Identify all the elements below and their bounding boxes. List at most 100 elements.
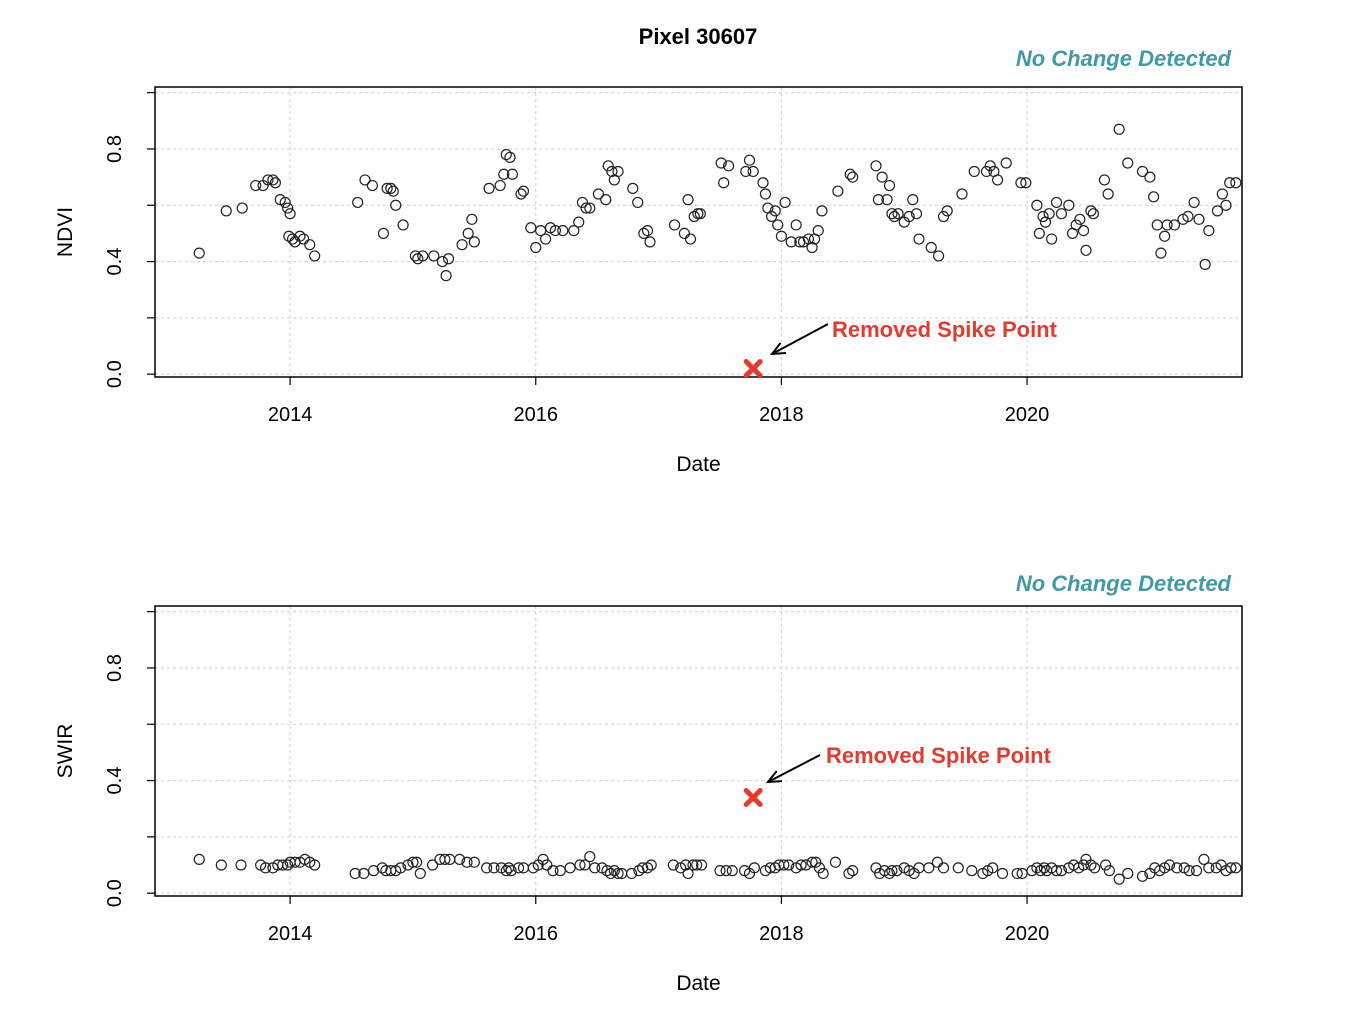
- data-point: [645, 859, 657, 871]
- data-point: [968, 165, 980, 178]
- data-point: [385, 182, 397, 194]
- x-tick-label: 2016: [514, 923, 559, 945]
- data-point: [726, 865, 738, 877]
- data-point: [568, 224, 580, 237]
- data-point: [1050, 865, 1063, 877]
- data-point: [1055, 865, 1068, 877]
- data-point: [309, 859, 321, 871]
- data-point: [775, 230, 788, 242]
- data-point: [1087, 208, 1099, 220]
- x-tick-label: 2020: [1005, 404, 1050, 426]
- data-point: [525, 222, 537, 234]
- x-tick-label: 2020: [1005, 923, 1050, 945]
- data-point: [390, 199, 402, 211]
- data-point: [466, 213, 478, 225]
- data-point: [541, 859, 553, 871]
- data-point: [462, 227, 474, 240]
- data-point: [1031, 199, 1043, 211]
- data-point: [294, 230, 306, 242]
- data-point: [687, 859, 699, 871]
- data-point: [1015, 177, 1027, 189]
- data-point: [377, 227, 390, 240]
- data-point: [573, 216, 585, 228]
- data-point: [236, 202, 248, 214]
- data-point: [1216, 188, 1228, 200]
- x-tick-label: 2016: [514, 404, 559, 426]
- data-point: [1074, 213, 1086, 225]
- data-point: [612, 867, 624, 880]
- data-point: [747, 165, 759, 178]
- data-point: [1182, 210, 1194, 223]
- data-point: [1163, 859, 1176, 871]
- data-point: [1171, 862, 1183, 874]
- data-point: [933, 250, 945, 262]
- data-point: [539, 233, 552, 245]
- data-point: [456, 239, 468, 251]
- data-point: [547, 865, 559, 877]
- spike-annotation-label: Removed Spike Point: [826, 743, 1052, 768]
- data-point: [883, 867, 896, 880]
- data-point: [468, 236, 480, 248]
- change-status-label: No Change Detected: [1016, 46, 1232, 71]
- data-point: [913, 233, 925, 245]
- data-point: [625, 867, 638, 880]
- data-point: [668, 219, 681, 231]
- data-point: [235, 859, 247, 871]
- data-point: [1151, 219, 1163, 231]
- data-point: [1077, 224, 1090, 237]
- data-point: [387, 185, 399, 197]
- data-point: [1155, 247, 1167, 259]
- data-point: [606, 165, 618, 178]
- data-point: [584, 202, 596, 214]
- data-point: [1203, 862, 1215, 874]
- data-point: [892, 208, 904, 220]
- data-point: [1089, 862, 1101, 874]
- data-point: [888, 210, 901, 223]
- data-point: [500, 865, 512, 877]
- y-tick-label: 0.4: [104, 248, 126, 276]
- data-point: [678, 227, 690, 240]
- data-point: [517, 185, 530, 197]
- data-point: [638, 227, 650, 240]
- y-tick-label: 0.4: [104, 767, 126, 795]
- data-point: [436, 255, 449, 268]
- data-point: [903, 210, 915, 223]
- data-point: [783, 859, 795, 871]
- data-point: [632, 196, 644, 209]
- y-axis-label: SWIR: [54, 724, 77, 779]
- data-point: [503, 862, 515, 874]
- spike-stroke: [743, 787, 763, 807]
- data-point: [991, 174, 1004, 186]
- data-point: [883, 179, 896, 192]
- data-point: [417, 250, 429, 262]
- data-point: [193, 853, 205, 865]
- data-point: [1103, 865, 1115, 877]
- data-point: [1037, 210, 1049, 223]
- data-point: [1011, 867, 1023, 880]
- data-point: [641, 862, 654, 874]
- data-point: [215, 859, 227, 871]
- data-point: [1070, 219, 1082, 231]
- data-point: [381, 182, 393, 194]
- data-point: [740, 165, 752, 178]
- data-point: [411, 856, 423, 868]
- data-point: [682, 867, 694, 880]
- data-point: [1046, 233, 1058, 245]
- data-point: [910, 208, 923, 220]
- data-point: [442, 253, 455, 265]
- data-point: [454, 853, 466, 865]
- data-point: [931, 856, 943, 868]
- data-point: [1211, 205, 1224, 217]
- y-tick-label: 0.8: [104, 654, 126, 682]
- data-point: [1225, 862, 1237, 874]
- data-point: [564, 862, 576, 874]
- data-point: [574, 859, 586, 871]
- data-point: [627, 182, 639, 194]
- data-point: [407, 856, 419, 868]
- data-point: [847, 171, 859, 183]
- arrow-shaft: [771, 323, 829, 355]
- data-point: [282, 859, 294, 871]
- data-point: [980, 165, 993, 178]
- data-point: [925, 241, 937, 254]
- data-point: [461, 856, 473, 868]
